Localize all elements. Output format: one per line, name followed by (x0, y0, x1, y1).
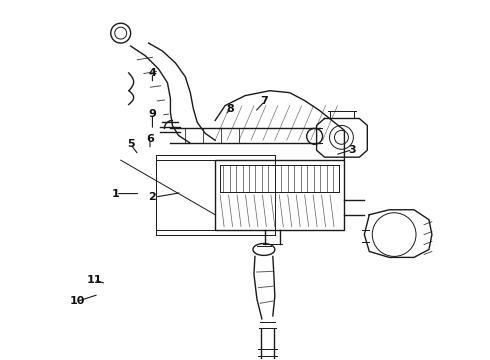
Text: 6: 6 (146, 134, 154, 144)
Text: 10: 10 (69, 296, 85, 306)
Text: 11: 11 (86, 275, 102, 285)
Text: 7: 7 (261, 96, 269, 107)
Text: 1: 1 (112, 189, 120, 199)
Text: 3: 3 (348, 145, 356, 155)
Text: 8: 8 (226, 104, 234, 113)
Text: 4: 4 (148, 68, 156, 78)
Text: 2: 2 (148, 192, 156, 202)
Text: 9: 9 (148, 109, 156, 119)
Text: 5: 5 (127, 139, 134, 149)
